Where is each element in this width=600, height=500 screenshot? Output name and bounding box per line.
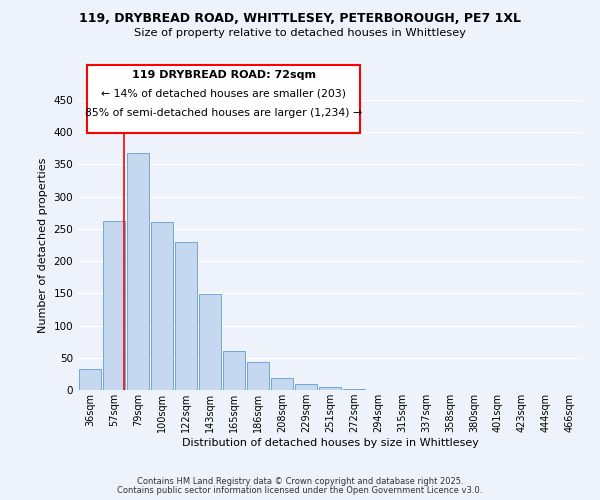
Bar bbox=[151, 222, 173, 390]
Bar bbox=[223, 352, 245, 390]
Bar bbox=[199, 294, 221, 390]
X-axis label: Distribution of detached houses by size in Whittlesey: Distribution of detached houses by size … bbox=[182, 438, 478, 448]
Text: 119 DRYBREAD ROAD: 72sqm: 119 DRYBREAD ROAD: 72sqm bbox=[131, 70, 316, 80]
Bar bbox=[319, 387, 341, 390]
Text: 85% of semi-detached houses are larger (1,234) →: 85% of semi-detached houses are larger (… bbox=[85, 108, 362, 118]
Text: Contains HM Land Registry data © Crown copyright and database right 2025.: Contains HM Land Registry data © Crown c… bbox=[137, 477, 463, 486]
Text: ← 14% of detached houses are smaller (203): ← 14% of detached houses are smaller (20… bbox=[101, 89, 346, 99]
Text: Size of property relative to detached houses in Whittlesey: Size of property relative to detached ho… bbox=[134, 28, 466, 38]
Bar bbox=[247, 362, 269, 390]
Bar bbox=[127, 154, 149, 390]
Bar bbox=[271, 378, 293, 390]
Text: Contains public sector information licensed under the Open Government Licence v3: Contains public sector information licen… bbox=[118, 486, 482, 495]
Text: 119, DRYBREAD ROAD, WHITTLESEY, PETERBOROUGH, PE7 1XL: 119, DRYBREAD ROAD, WHITTLESEY, PETERBOR… bbox=[79, 12, 521, 26]
Bar bbox=[175, 242, 197, 390]
Bar bbox=[295, 384, 317, 390]
Y-axis label: Number of detached properties: Number of detached properties bbox=[38, 158, 48, 332]
Bar bbox=[79, 368, 101, 390]
Bar bbox=[103, 220, 125, 390]
